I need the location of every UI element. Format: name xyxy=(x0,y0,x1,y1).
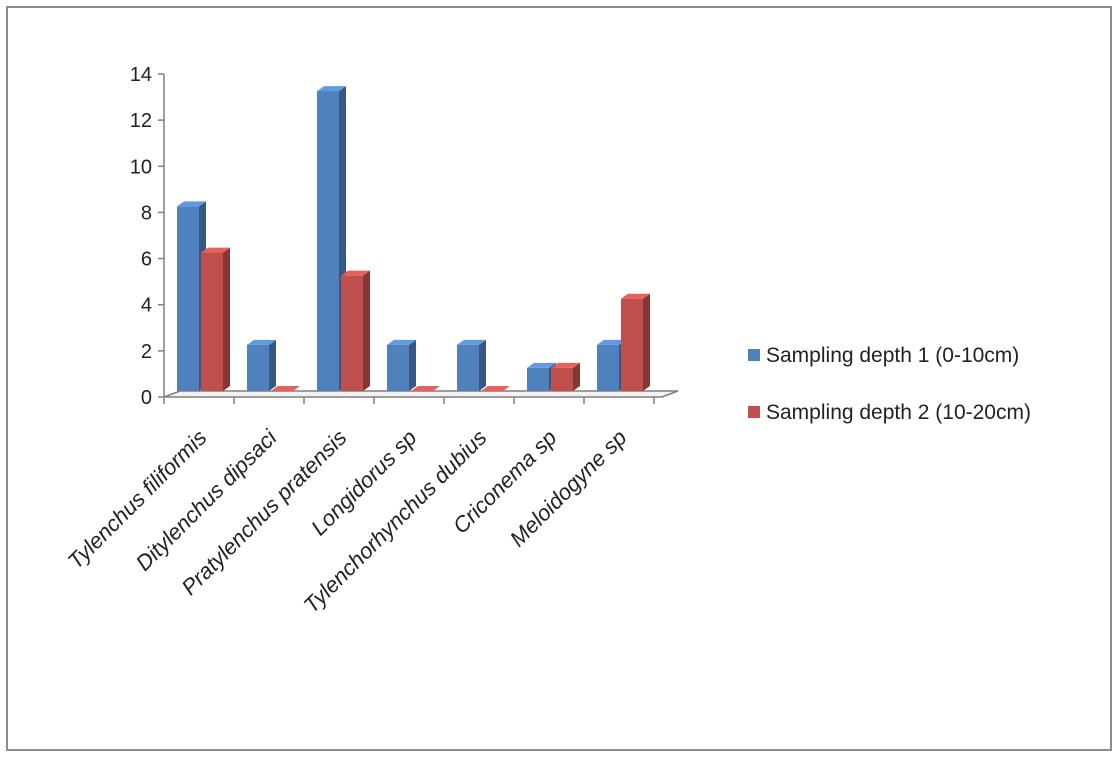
bar-top xyxy=(177,201,206,207)
bar-side xyxy=(269,339,276,391)
bar-2 xyxy=(341,270,370,391)
bar-front xyxy=(387,344,409,391)
bar-front xyxy=(597,344,619,391)
bar-1 xyxy=(247,339,276,391)
bar-top xyxy=(457,339,486,345)
bar-front xyxy=(621,298,643,391)
bar-front xyxy=(317,91,339,392)
bar-top xyxy=(411,386,440,391)
bar-front xyxy=(177,206,199,391)
bar-1 xyxy=(387,339,416,391)
bar-front xyxy=(201,252,223,391)
bar-2 xyxy=(551,362,580,391)
bar-top xyxy=(271,386,300,391)
y-tick-label: 4 xyxy=(141,295,152,317)
bar-front xyxy=(457,344,479,391)
bar-side xyxy=(223,247,230,391)
y-tick-label: 10 xyxy=(130,156,152,178)
bar-top xyxy=(527,362,556,368)
bar-side xyxy=(363,270,370,391)
y-tick-label: 12 xyxy=(130,110,152,132)
legend-label: Sampling depth 1 (0-10cm) xyxy=(766,344,1019,367)
bar-2 xyxy=(201,247,230,391)
legend-swatch xyxy=(748,349,760,361)
legend-label: Sampling depth 2 (10-20cm) xyxy=(766,401,1031,424)
bar-2 xyxy=(271,386,300,391)
y-tick-label: 14 xyxy=(130,64,152,86)
bar-front xyxy=(247,344,269,391)
bar-top xyxy=(597,339,626,345)
bar-front xyxy=(341,275,363,391)
bar-side xyxy=(643,293,650,391)
bar-top xyxy=(247,339,276,345)
y-tick-label: 0 xyxy=(141,387,152,409)
bar-top xyxy=(551,362,580,368)
chart-floor xyxy=(163,390,679,398)
y-tick-label: 8 xyxy=(141,202,152,224)
bar-front xyxy=(551,367,573,391)
bar-2 xyxy=(621,293,650,391)
bar-top xyxy=(481,386,510,391)
legend-swatch xyxy=(748,406,760,418)
bar-top xyxy=(317,86,346,92)
bar-top xyxy=(341,270,370,276)
bar-side xyxy=(573,362,580,391)
bar-side xyxy=(479,339,486,391)
bar-2 xyxy=(411,386,440,391)
bar-1 xyxy=(457,339,486,391)
bar-top xyxy=(201,247,230,253)
bar-front xyxy=(527,367,549,391)
bar-top xyxy=(387,339,416,345)
y-tick-label: 2 xyxy=(141,341,152,363)
y-tick-label: 6 xyxy=(141,249,152,271)
bar-2 xyxy=(481,386,510,391)
bar-top xyxy=(621,293,650,299)
bar-side xyxy=(409,339,416,391)
